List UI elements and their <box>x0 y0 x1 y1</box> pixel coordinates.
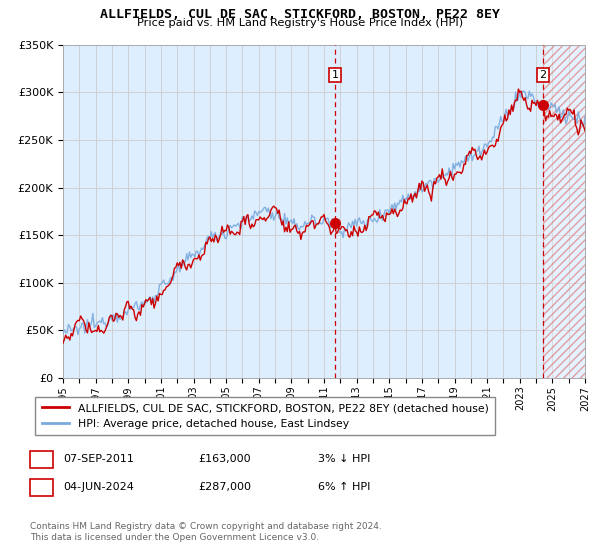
Text: This data is licensed under the Open Government Licence v3.0.: This data is licensed under the Open Gov… <box>30 533 319 543</box>
Text: 2: 2 <box>539 70 547 80</box>
Bar <box>543 45 585 378</box>
Legend: ALLFIELDS, CUL DE SAC, STICKFORD, BOSTON, PE22 8EY (detached house), HPI: Averag: ALLFIELDS, CUL DE SAC, STICKFORD, BOSTON… <box>35 396 495 435</box>
Text: ALLFIELDS, CUL DE SAC, STICKFORD, BOSTON, PE22 8EY: ALLFIELDS, CUL DE SAC, STICKFORD, BOSTON… <box>100 8 500 21</box>
Text: Price paid vs. HM Land Registry's House Price Index (HPI): Price paid vs. HM Land Registry's House … <box>137 18 463 29</box>
Text: 07-SEP-2011: 07-SEP-2011 <box>63 454 134 464</box>
Text: 1: 1 <box>332 70 338 80</box>
Text: 3% ↓ HPI: 3% ↓ HPI <box>318 454 370 464</box>
Text: Contains HM Land Registry data © Crown copyright and database right 2024.: Contains HM Land Registry data © Crown c… <box>30 522 382 531</box>
Text: £163,000: £163,000 <box>198 454 251 464</box>
Text: 2: 2 <box>38 482 45 492</box>
Bar <box>543 45 585 378</box>
Text: 1: 1 <box>38 454 45 464</box>
Text: £287,000: £287,000 <box>198 482 251 492</box>
Text: 6% ↑ HPI: 6% ↑ HPI <box>318 482 370 492</box>
Text: 04-JUN-2024: 04-JUN-2024 <box>63 482 134 492</box>
